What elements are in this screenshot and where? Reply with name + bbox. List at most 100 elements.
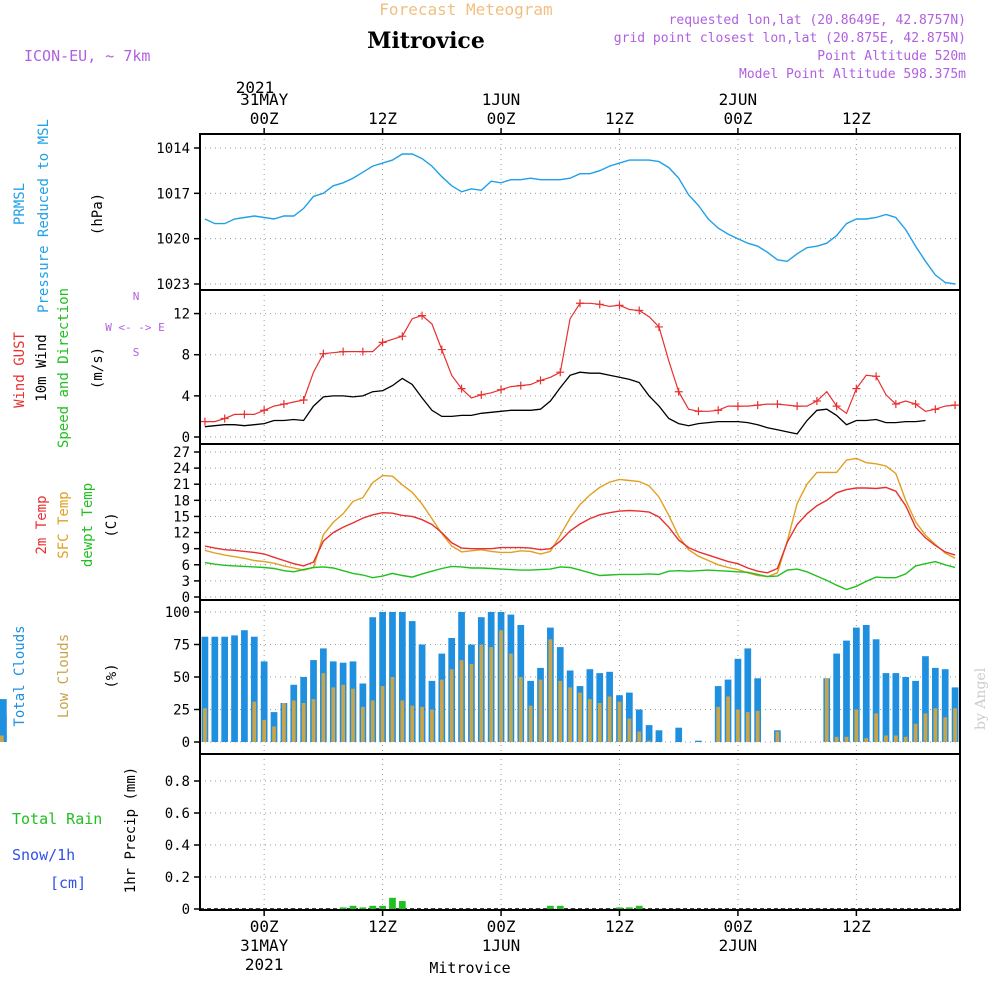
bottom-time-label: 12Z bbox=[842, 917, 871, 936]
bottom-time-label: 2JUN bbox=[719, 936, 758, 955]
bottom-time-label: 00Z bbox=[487, 917, 516, 936]
wind-ytick-label: 8 bbox=[182, 348, 190, 364]
total-clouds-bar bbox=[833, 653, 840, 742]
model-point-altitude: Model Point Altitude 598.375m bbox=[739, 67, 966, 82]
total-clouds-bar bbox=[241, 630, 248, 742]
total-clouds-bar bbox=[675, 727, 683, 742]
total-clouds-bar bbox=[931, 667, 939, 742]
temp-ytick-label: 3 bbox=[182, 574, 190, 590]
total-clouds-bar bbox=[941, 669, 949, 742]
pressure-ytick-label: 1017 bbox=[156, 186, 190, 202]
low-clouds-bar bbox=[469, 664, 474, 742]
low-clouds-bar bbox=[538, 679, 543, 742]
point-altitude: Point Altitude 520m bbox=[817, 49, 966, 64]
gust-marker bbox=[635, 306, 644, 315]
gust-marker bbox=[714, 406, 723, 415]
pressure-ytick-label: 1023 bbox=[156, 277, 190, 293]
rain-bar bbox=[369, 905, 377, 909]
wind-ylabel-10m: 10m Wind bbox=[34, 334, 50, 401]
total-clouds-bar bbox=[418, 644, 426, 742]
rain-bar bbox=[379, 905, 386, 909]
low-clouds-bar bbox=[380, 686, 385, 742]
low-clouds-bar bbox=[953, 708, 957, 742]
gust-marker bbox=[319, 349, 328, 358]
total-clouds-bar bbox=[231, 635, 238, 742]
gust-marker bbox=[299, 395, 308, 404]
low-clouds-bar bbox=[736, 709, 740, 742]
low-clouds-bar bbox=[884, 735, 888, 742]
low-clouds-bar bbox=[637, 731, 642, 742]
top-time-label: 12Z bbox=[368, 109, 397, 128]
top-time-label: 12Z bbox=[842, 109, 871, 128]
grid-point-coords: grid point closest lon,lat (20.875E, 42.… bbox=[614, 31, 966, 46]
gust-marker bbox=[516, 381, 525, 390]
total-clouds-bar bbox=[408, 621, 416, 742]
gust-marker bbox=[733, 402, 742, 411]
low-clouds-bar bbox=[864, 738, 869, 742]
total-clouds-bar bbox=[211, 636, 219, 742]
total-clouds-bar bbox=[843, 640, 850, 742]
total-clouds-bar bbox=[398, 612, 406, 742]
compass-rose: N W <- -> E S bbox=[105, 290, 165, 359]
gust-marker bbox=[536, 376, 545, 385]
low-clouds-bar bbox=[834, 736, 839, 742]
temp-ytick-label: 6 bbox=[182, 558, 190, 574]
gust-marker bbox=[457, 384, 466, 393]
pressure-ylabel-unit: (hPa) bbox=[90, 193, 106, 235]
low-clouds-bar bbox=[203, 708, 207, 742]
low-clouds-bar bbox=[943, 717, 948, 742]
compass-east-west: W <- -> E bbox=[105, 321, 165, 334]
dewpt-temp-line bbox=[204, 560, 956, 591]
low-clouds-bar bbox=[587, 699, 592, 742]
gust-marker bbox=[279, 400, 288, 409]
clouds-ytick-label: 25 bbox=[173, 703, 190, 719]
low-clouds-bar bbox=[321, 673, 326, 742]
precip-ytick-label: 0.6 bbox=[165, 806, 190, 822]
low-clouds-bar bbox=[459, 660, 464, 742]
gust-marker bbox=[220, 414, 229, 423]
wind-panel: Wind GUST 10m Wind Speed and Direction (… bbox=[12, 288, 961, 448]
low-clouds-bar bbox=[617, 701, 622, 742]
gust-marker bbox=[793, 402, 802, 411]
rain-bar bbox=[359, 907, 367, 909]
gust-marker bbox=[694, 407, 703, 416]
low-clouds-bar bbox=[449, 669, 454, 742]
low-clouds-bar bbox=[0, 735, 4, 742]
total-clouds-bar bbox=[221, 636, 229, 742]
total-clouds-bar bbox=[645, 725, 653, 742]
low-clouds-bar bbox=[420, 706, 424, 742]
pressure-ylabel-prmsl: PRMSL bbox=[12, 183, 28, 225]
top-time-label: 1JUN bbox=[482, 90, 521, 109]
low-clouds-bar bbox=[913, 723, 918, 742]
total-clouds-bar bbox=[695, 740, 702, 742]
total-clouds-bar bbox=[734, 658, 742, 742]
gust-marker bbox=[832, 402, 841, 411]
top-time-label: 00Z bbox=[487, 109, 516, 128]
top-time-label: 12Z bbox=[605, 109, 634, 128]
bottom-time-label: 1JUN bbox=[482, 936, 521, 955]
low-clouds-bar bbox=[627, 718, 632, 742]
temp-ylabel-sfc: SFC Temp bbox=[56, 491, 72, 558]
wind-ytick-label: 4 bbox=[182, 389, 190, 405]
rain-bar bbox=[339, 907, 347, 909]
top-year: 2021 bbox=[236, 78, 275, 97]
top-time-label: 00Z bbox=[723, 109, 752, 128]
gust-marker bbox=[911, 400, 920, 409]
gust-marker bbox=[812, 397, 821, 405]
low-clouds-bar bbox=[578, 692, 582, 742]
bottom-time-label: 12Z bbox=[368, 917, 397, 936]
total-clouds-bar bbox=[922, 656, 929, 742]
temp-ytick-label: 27 bbox=[173, 445, 190, 461]
low-clouds-bar bbox=[893, 735, 898, 742]
bottom-time-label: 2021 bbox=[245, 955, 284, 974]
total-clouds-bar bbox=[635, 709, 643, 742]
clouds-panel: Total Clouds Low Clouds (%) 0 25 50 75 100 bbox=[0, 599, 961, 755]
gust-marker bbox=[891, 400, 900, 409]
clouds-ytick-label: 75 bbox=[173, 638, 190, 654]
temperature-panel: 2m Temp SFC Temp dewpt Temp (C) 03691215… bbox=[34, 443, 961, 606]
bottom-time-label: 31MAY bbox=[240, 936, 289, 955]
chart-subtitle: Forecast Meteogram bbox=[379, 0, 552, 19]
low-clouds-bar bbox=[874, 713, 878, 742]
